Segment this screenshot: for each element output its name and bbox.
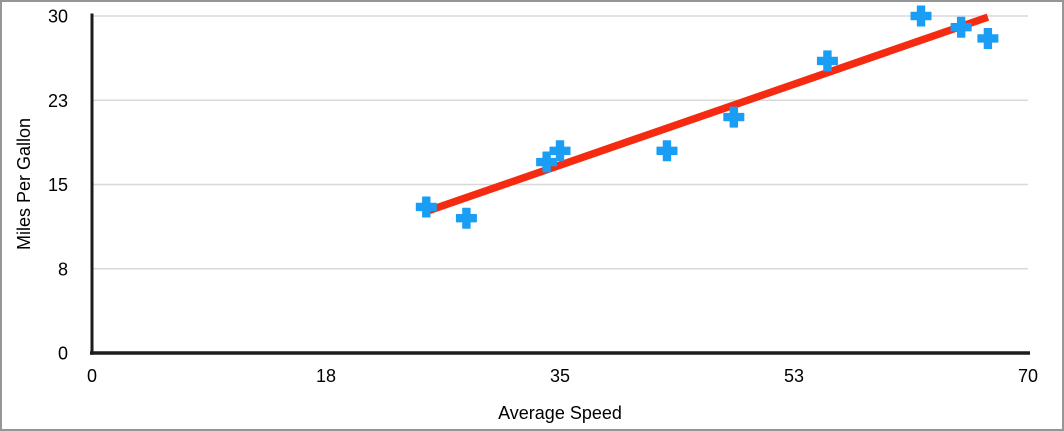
y-tick-label: 8	[58, 259, 68, 279]
x-axis-tick-labels: 0 18 35 53 70	[87, 366, 1038, 386]
y-axis-tick-labels: 0 8 15 23 30	[48, 7, 68, 364]
data-point-marker	[910, 5, 932, 27]
data-point-marker	[536, 151, 558, 173]
x-axis-title: Average Speed	[498, 403, 622, 423]
data-point-marker	[723, 106, 745, 128]
x-tick-label: 70	[1018, 366, 1038, 386]
x-tick-label: 0	[87, 366, 97, 386]
data-point-marker	[415, 196, 437, 218]
x-tick-label: 18	[316, 366, 336, 386]
trend-line	[425, 13, 990, 216]
data-point-marker	[455, 207, 477, 229]
y-tick-label: 15	[48, 175, 68, 195]
data-point-marker	[816, 50, 838, 72]
y-tick-label: 30	[48, 7, 68, 27]
data-point-marker	[950, 16, 972, 38]
y-axis-title: Miles Per Gallon	[14, 118, 34, 250]
y-tick-label: 0	[58, 344, 68, 364]
data-points	[415, 5, 999, 229]
data-point-marker	[656, 140, 678, 162]
data-point-marker	[977, 27, 999, 49]
data-point-marker	[549, 140, 571, 162]
y-tick-label: 23	[48, 91, 68, 111]
axes	[90, 13, 1030, 355]
gridlines	[92, 15, 1028, 270]
x-tick-label: 53	[784, 366, 804, 386]
x-tick-label: 35	[550, 366, 570, 386]
